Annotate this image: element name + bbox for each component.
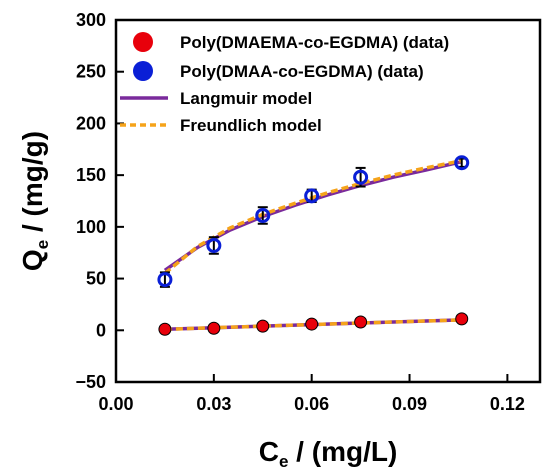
x-tick-label: 0.06	[294, 394, 329, 414]
x-axis-title: Ce / (mg/L)	[259, 436, 398, 471]
legend: Poly(DMAEMA-co-EGDMA) (data) Poly(DMAA-c…	[120, 32, 449, 135]
y-tick-label: 200	[76, 113, 106, 133]
axis-ticks: 0.00 0.03 0.06 0.09 0.12 −50 0 50 100 150 200 250 30…	[75, 10, 524, 414]
y-tick-label: 250	[76, 62, 106, 82]
data-point-dmaema	[158, 322, 172, 336]
legend-marker-dmaema	[133, 32, 153, 52]
y-tick-label: 0	[96, 320, 106, 340]
data-point-dmaa	[454, 155, 470, 171]
y-tick-label: 50	[86, 269, 106, 289]
legend-label-dmaa: Poly(DMAA-co-EGDMA) (data)	[180, 62, 424, 81]
x-axis-title-main: C	[259, 436, 279, 467]
y-tick-label: 300	[76, 10, 106, 30]
x-tick-label: 0.03	[196, 394, 231, 414]
data-point-dmaema	[256, 319, 270, 333]
data-points	[157, 155, 470, 336]
x-tick-label: 0.09	[392, 394, 427, 414]
data-point-dmaema	[207, 321, 221, 335]
y-tick-label: 100	[76, 217, 106, 237]
data-point-dmaa	[157, 272, 173, 288]
data-point-dmaa	[353, 169, 369, 185]
x-tick-label: 0.12	[490, 394, 525, 414]
legend-label-langmuir: Langmuir model	[180, 89, 312, 108]
legend-label-freundlich: Freundlich model	[180, 116, 322, 135]
plot-area	[114, 18, 542, 384]
legend-marker-dmaa	[133, 61, 153, 81]
data-point-dmaema	[305, 317, 319, 331]
y-axis-title-main: Q	[17, 249, 48, 271]
data-point-dmaa	[255, 207, 271, 223]
legend-label-dmaema: Poly(DMAEMA-co-EGDMA) (data)	[180, 33, 449, 52]
data-point-dmaa	[304, 188, 320, 204]
y-axis-title-sub: e	[33, 240, 52, 249]
freundlich-curve	[164, 318, 462, 332]
y-axis-title: Qe / (mg/g)	[17, 131, 52, 271]
x-axis-title-sub: e	[279, 452, 288, 471]
y-tick-label: −50	[75, 372, 106, 392]
x-tick-label: 0.00	[98, 394, 133, 414]
y-axis-title-rest: / (mg/g)	[17, 131, 48, 240]
y-tick-label: 150	[76, 165, 106, 185]
data-point-dmaema	[455, 312, 469, 326]
data-point-dmaa	[206, 237, 222, 253]
data-point-dmaema	[354, 315, 368, 329]
x-axis-title-rest: / (mg/L)	[288, 436, 397, 467]
